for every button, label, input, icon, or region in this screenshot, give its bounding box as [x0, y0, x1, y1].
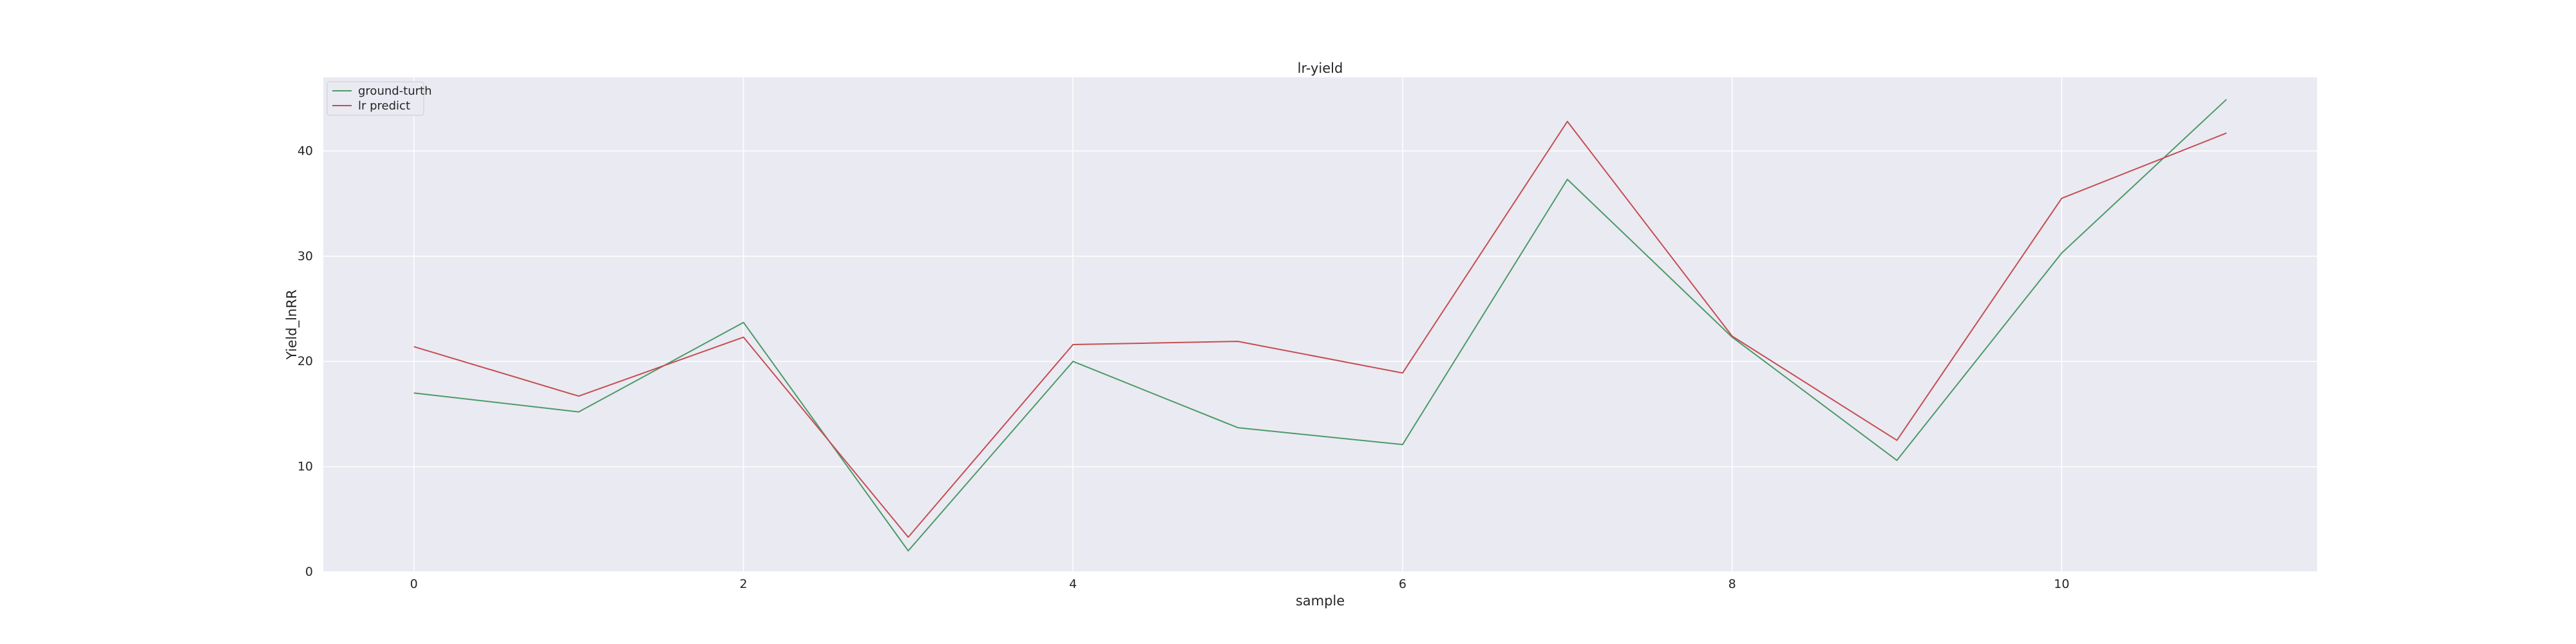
- x-axis-label: sample: [1296, 593, 1345, 609]
- y-tick-label: 30: [298, 249, 313, 263]
- series-lines: [413, 99, 2227, 552]
- legend-label-lr-predict: lr predict: [358, 99, 410, 113]
- x-tick-label: 8: [1728, 577, 1736, 591]
- plot-area: [323, 77, 2317, 572]
- x-tick-label: 6: [1399, 577, 1406, 591]
- y-tick-labels: 0 10 20 30 40: [298, 144, 313, 579]
- chart-title: lr-yield: [1298, 61, 1343, 76]
- series-line-ground-turth: [413, 99, 2227, 552]
- x-tick-label: 10: [2054, 577, 2069, 591]
- series-line-lr-predict: [413, 120, 2227, 538]
- y-tick-label: 40: [298, 144, 313, 158]
- y-tick-label: 0: [305, 565, 313, 579]
- legend: ground-turth lr predict: [327, 81, 432, 116]
- x-tick-label: 4: [1069, 577, 1077, 591]
- y-axis-label: Yield_lnRR: [284, 290, 300, 361]
- legend-label-ground-turth: ground-turth: [358, 84, 432, 98]
- y-tick-label: 20: [298, 354, 313, 368]
- y-tick-label: 10: [298, 460, 313, 474]
- x-grid: [413, 77, 2063, 572]
- x-tick-label: 2: [739, 577, 747, 591]
- x-tick-labels: 0 2 4 6 8 10: [410, 577, 2070, 591]
- y-grid: [323, 150, 2317, 573]
- x-tick-label: 0: [410, 577, 418, 591]
